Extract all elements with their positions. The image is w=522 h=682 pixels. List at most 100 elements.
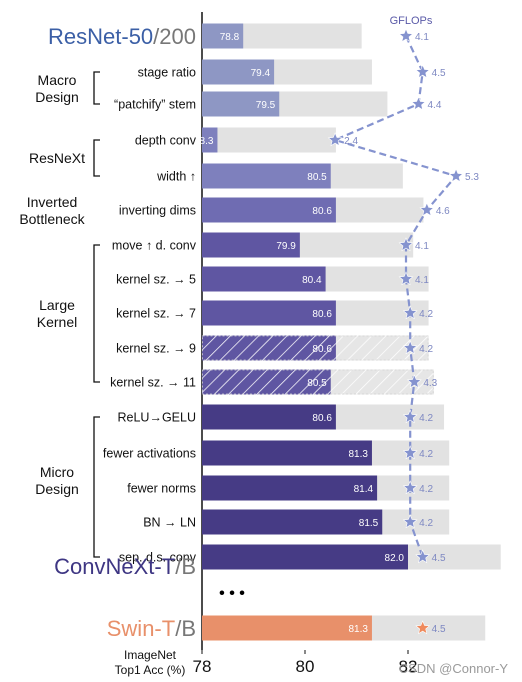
step-label-10: kernel sz. → 11 — [110, 376, 196, 390]
gflops-value-0: 4.1 — [415, 32, 429, 43]
bar-value-0: 78.8 — [220, 32, 240, 43]
bar-value-8: 80.6 — [312, 309, 332, 320]
gflops-value-14: 4.2 — [419, 518, 433, 529]
group-label-1-0: ResNeXt — [29, 150, 85, 166]
group-label-3-1: Kernel — [37, 314, 77, 330]
gflops-star-16 — [415, 620, 431, 635]
gflops-star-10 — [406, 374, 422, 389]
x-axis-label-line2: Top1 Acc (%) — [115, 663, 186, 677]
bar-value-7: 80.4 — [302, 275, 322, 286]
group-bracket-3 — [93, 244, 100, 383]
bar-tiny-5 — [202, 197, 336, 223]
group-brackets: MacroDesignResNeXtInvertedBottleneckLarg… — [19, 71, 100, 558]
bar-tiny-2 — [202, 91, 280, 117]
step-label-9: kernel sz. → 9 — [116, 342, 196, 356]
bar-tiny-11 — [202, 404, 336, 430]
step-label-4: width ↑ — [156, 170, 196, 184]
tiny-model-bars — [202, 23, 434, 641]
gflops-star-3 — [327, 132, 343, 147]
gflops-value-16: 4.5 — [432, 624, 446, 635]
group-label-0-0: Macro — [38, 72, 77, 88]
group-label-4-1: Design — [35, 481, 79, 497]
step-label-3: depth conv — [135, 134, 197, 148]
step-label-8: kernel sz. → 7 — [116, 307, 196, 321]
x-axis-label-line1: ImageNet — [124, 648, 177, 662]
bar-tiny-13 — [202, 475, 378, 501]
gflops-line: 4.1 4.5 4.4 2.4 5.3 4.6 4.1 4.1 4.2 4.2 4.3 4.2 4.2 4… — [327, 28, 479, 635]
gflops-value-4: 5.3 — [465, 172, 479, 183]
group-bracket-4 — [93, 416, 100, 558]
gflops-value-10: 4.3 — [423, 378, 437, 389]
resnet-title: ResNet-50/200 — [48, 24, 196, 49]
step-label-14: BN → LN — [143, 516, 196, 530]
step-label-12: fewer activations — [103, 447, 196, 461]
bar-value-1: 79.4 — [251, 68, 271, 79]
gflops-star-9 — [402, 340, 418, 355]
bar-value-2: 79.5 — [256, 100, 276, 111]
bar-value-12: 81.3 — [348, 449, 368, 460]
swin-title: Swin-T/B — [107, 616, 196, 641]
step-label-11: ReLU→GELU — [118, 411, 197, 425]
bar-outline-9 — [202, 335, 429, 361]
bar-tiny-6 — [202, 232, 300, 258]
gflops-star-12 — [402, 445, 418, 460]
group-label-4-0: Micro — [40, 464, 74, 480]
bar-tiny-3 — [202, 127, 218, 153]
convnext-title: ConvNeXt-T/B — [54, 554, 196, 579]
bar-outline-10 — [202, 369, 434, 395]
gflops-value-5: 4.6 — [436, 206, 450, 217]
group-label-2-1: Bottleneck — [19, 211, 85, 227]
group-bracket-1 — [93, 139, 100, 177]
bar-tiny-4 — [202, 163, 331, 189]
group-bracket-0 — [93, 71, 100, 105]
gflops-value-12: 4.2 — [419, 449, 433, 460]
gflops-star-4 — [448, 168, 464, 183]
gflops-value-7: 4.1 — [415, 275, 429, 286]
gflops-star-11 — [402, 409, 418, 424]
gflops-value-9: 4.2 — [419, 344, 433, 355]
bar-tiny-16 — [202, 615, 372, 641]
gflops-value-8: 4.2 — [419, 309, 433, 320]
bar-hatch-10 — [202, 369, 331, 395]
gflops-dashed-line — [331, 35, 458, 558]
gflops-value-11: 4.2 — [419, 413, 433, 424]
step-label-13: fewer norms — [127, 482, 196, 496]
bar-tiny-15 — [202, 544, 408, 570]
step-label-2: “patchify” stem — [114, 98, 196, 112]
step-label-7: kernel sz. → 5 — [116, 273, 196, 287]
x-tick-label-1: 80 — [296, 657, 315, 676]
step-label-6: move ↑ d. conv — [112, 239, 197, 253]
bar-hatch-9 — [202, 335, 336, 361]
step-labels: stage ratio “patchify” stem depth conv widt… — [103, 66, 197, 565]
gflops-value-3: 2.4 — [344, 136, 358, 147]
bar-value-11: 80.6 — [312, 413, 332, 424]
bar-value-13: 81.4 — [354, 484, 374, 495]
gflops-star-13 — [402, 480, 418, 495]
gflops-star-2 — [411, 96, 426, 111]
gflops-star-1 — [415, 64, 431, 79]
bar-value-4: 80.5 — [307, 172, 327, 183]
bar-tiny-14 — [202, 509, 383, 535]
watermark: CSDN @Connor-Y — [399, 661, 509, 676]
gflops-value-1: 4.5 — [432, 68, 446, 79]
gflops-star-14 — [402, 514, 418, 529]
x-tick-label-0: 78 — [193, 657, 212, 676]
gflops-star-7 — [398, 271, 414, 286]
bar-tiny-12 — [202, 440, 372, 466]
gflops-star-8 — [402, 305, 418, 320]
gflops-header: GFLOPs — [390, 15, 433, 27]
bar-value-9: 80.6 — [312, 344, 332, 355]
gflops-value-13: 4.2 — [419, 484, 433, 495]
bar-value-labels: 78.8 79.4 79.5 78.3 80.5 80.6 79.9 80.4 80.6 80.6… — [194, 32, 404, 635]
step-label-1: stage ratio — [138, 66, 196, 80]
bar-value-15: 82.0 — [385, 553, 405, 564]
bar-value-3: 78.3 — [194, 136, 214, 147]
bar-value-14: 81.5 — [359, 518, 379, 529]
bar-tiny-8 — [202, 300, 336, 326]
bar-tiny-0 — [202, 23, 244, 49]
gflops-star-6 — [398, 237, 414, 252]
bar-large-3 — [202, 127, 336, 153]
gflops-value-15: 4.5 — [432, 553, 446, 564]
